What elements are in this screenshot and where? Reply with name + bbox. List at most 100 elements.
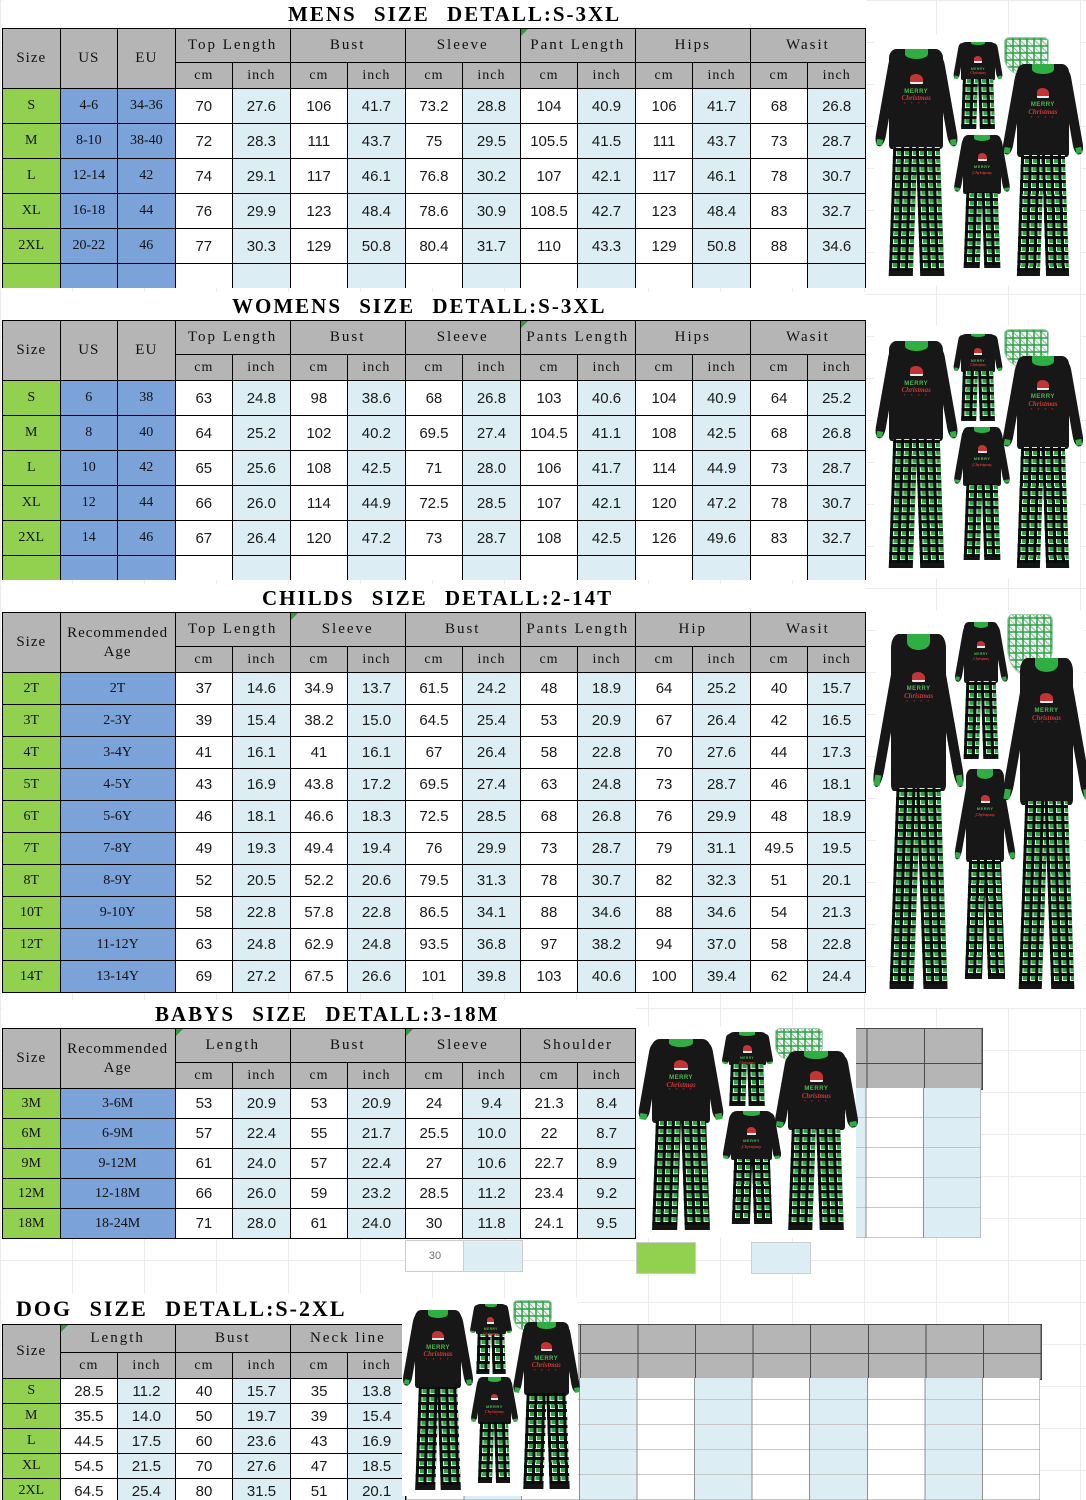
value-cell: 15.7 [807,672,866,705]
santa-hat-icon [746,1126,757,1135]
shirt-decoration: * * * * [974,814,996,819]
pant-leg [984,860,1005,980]
value-cell: 22.7 [519,1148,579,1179]
size-cell: 8T [2,864,61,897]
value-cell: 64.5 [404,704,464,737]
shirt-graphic: MERRY Christmas * * * * [966,790,1004,819]
value-cell: 103 [519,380,579,416]
value-cell: 32.3 [692,864,751,897]
pant-leg [816,1127,845,1231]
value-cell: 58 [749,928,809,961]
column-header: inch [577,354,636,381]
value-cell: 21.3 [807,896,866,929]
collar [1031,64,1055,74]
pant-leg [545,1393,569,1490]
value-cell: 43.7 [347,123,406,159]
id-cell: 42 [117,450,176,486]
value-cell: 78 [519,864,579,897]
shirt-decoration: * * * * [1030,406,1056,412]
value-cell: 34.6 [807,228,866,264]
value-cell: 41.7 [347,88,406,124]
section-dog: DOG SIZE DETALL:S-2XL Size Length Bust Neck… [2,1294,407,1500]
value-cell: 28.3 [232,123,291,159]
empty-cell [347,263,406,288]
value-cell: 18.9 [807,800,866,833]
section-title-childs: CHILDS SIZE DETALL:2-14T [262,586,614,610]
collar [974,134,991,141]
baby-pajama-figure: MERRY Christmas * * * * [469,1303,513,1374]
column-header: Bust [174,1324,291,1353]
value-cell: 43.7 [692,123,751,159]
value-cell: 44.9 [347,485,406,521]
value-cell: 110 [519,228,579,264]
womens-size-table: Size US EU Top Length Bust Sleeve Pants Length… [2,320,867,580]
value-cell: 68 [749,415,809,451]
value-cell: 114 [289,485,349,521]
value-cell: 25.2 [807,380,866,416]
pant-leg [1042,155,1070,276]
pant-leg [751,1159,772,1225]
id-cell: 8-10 [59,123,119,159]
pajama-pants [889,787,948,990]
value-cell: 19.4 [347,832,406,865]
value-cell: 46 [174,800,234,833]
value-cell: 25.2 [692,672,751,705]
empty-cell [692,263,751,288]
value-cell: 24.2 [462,672,521,705]
value-cell: 111 [634,123,694,159]
value-cell: 108 [519,520,579,556]
value-cell: 22 [519,1118,579,1149]
column-header: cm [749,62,809,89]
value-cell: 15.4 [347,1403,406,1429]
value-cell: 34.1 [462,896,521,929]
id-cell: 4-5Y [59,768,176,801]
shirt-decoration: * * * * [737,1063,757,1067]
column-header: inch [347,1062,406,1089]
value-cell: 120 [634,485,694,521]
value-cell: 77 [174,228,234,264]
column-header: cm [174,1062,234,1089]
value-cell: 31.5 [232,1478,291,1500]
id-cell: 3-4Y [59,736,176,769]
value-cell: 20.9 [577,704,636,737]
value-cell: 120 [289,520,349,556]
value-cell: 73 [749,450,809,486]
column-header: Pants Length [519,320,636,355]
pant-leg [414,1386,439,1490]
value-cell: 25.4 [117,1478,176,1500]
value-cell: 46.1 [692,158,751,194]
value-cell: 43 [289,1428,349,1454]
value-cell: 28.7 [577,832,636,865]
value-cell: 79 [634,832,694,865]
shirt-text: MERRY [483,1327,498,1332]
column-header: Size [2,1028,61,1089]
id-cell: 12-14 [59,158,119,194]
value-cell: 78.6 [404,193,464,229]
pajama-top [889,341,944,441]
value-cell: 100 [634,960,694,993]
shirt-decoration: * * * * [533,1367,559,1373]
value-cell: 22.4 [232,1118,291,1149]
pajama-top [889,49,944,149]
column-header: cm [404,1062,464,1089]
collar [1035,657,1058,673]
shirt-text: Christmas [972,169,992,175]
column-header: inch [577,62,636,89]
column-header: Sleeve [404,1028,521,1063]
value-cell: 107 [519,158,579,194]
value-cell: 104 [634,380,694,416]
section-title-womens: WOMENS SIZE DETALL:S-3XL [232,294,607,318]
id-cell: 38-40 [117,123,176,159]
collar [487,1377,502,1382]
id-cell: 8-9Y [59,864,176,897]
empty-cell [117,263,176,288]
santa-hat-icon [973,347,983,356]
value-cell: 16.5 [807,704,866,737]
collar [484,1303,498,1307]
value-cell: 106 [634,88,694,124]
shirt-text: MERRY [906,686,931,693]
id-cell: 6 [59,380,119,416]
value-cell: 52 [174,864,234,897]
value-cell: 20.9 [232,1088,291,1119]
shirt-decoration: * * * * [740,1146,763,1151]
